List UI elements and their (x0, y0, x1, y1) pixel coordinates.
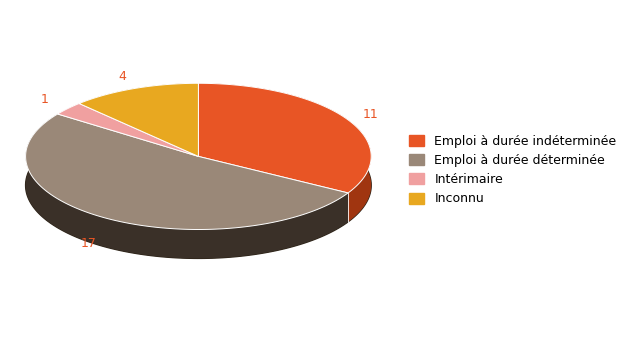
Legend: Emploi à durée indéterminée, Emploi à durée déterminée, Intérimaire, Inconnu: Emploi à durée indéterminée, Emploi à du… (403, 129, 623, 211)
Text: 17: 17 (80, 237, 96, 250)
Polygon shape (58, 103, 79, 143)
Polygon shape (26, 114, 348, 230)
Polygon shape (79, 83, 198, 156)
Polygon shape (58, 103, 198, 156)
Text: 4: 4 (118, 70, 127, 83)
Polygon shape (26, 114, 348, 258)
Text: 11: 11 (363, 108, 378, 121)
Polygon shape (26, 112, 371, 258)
Polygon shape (198, 83, 371, 222)
Polygon shape (198, 83, 371, 193)
Text: 1: 1 (40, 94, 48, 106)
Polygon shape (79, 83, 198, 132)
